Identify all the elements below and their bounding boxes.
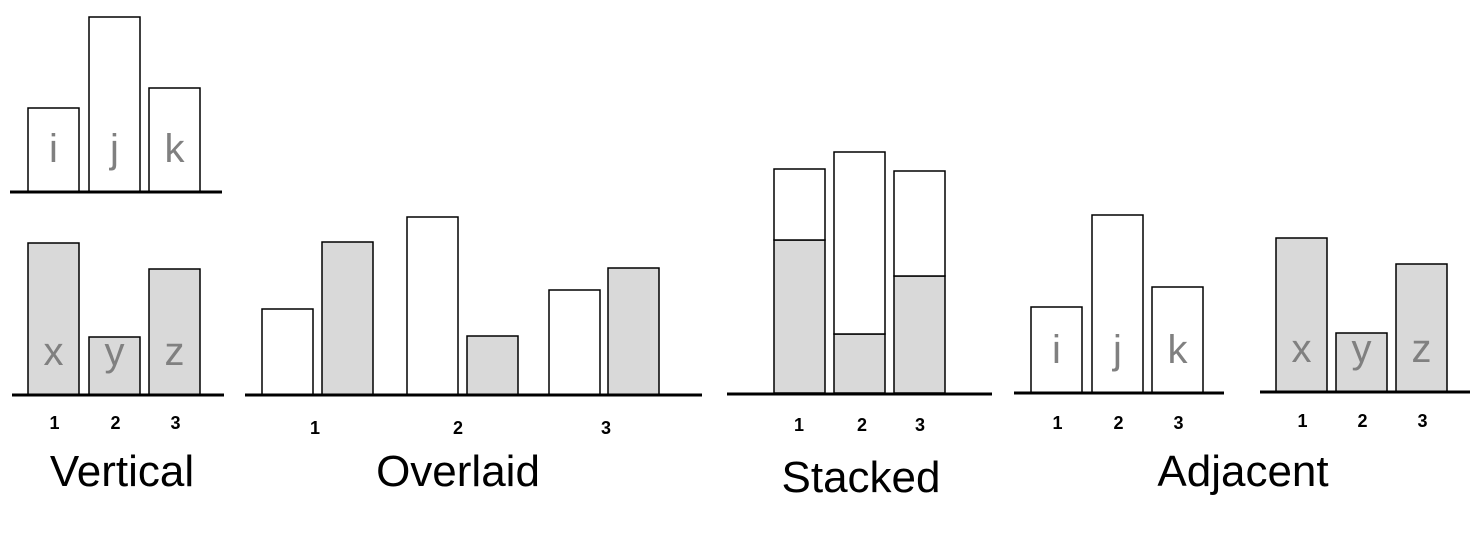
bar (1030, 306, 1083, 394)
bar (773, 168, 826, 241)
x-tick-label: 2 (110, 413, 120, 433)
bar (607, 267, 660, 396)
panel-title: Vertical (50, 447, 194, 496)
x-tick-label: 3 (1417, 411, 1427, 431)
bar (1335, 332, 1388, 393)
panel-title: Adjacent (1157, 447, 1328, 496)
bar (893, 170, 946, 277)
bar-letter: z (165, 330, 185, 374)
bar-letter: i (49, 127, 58, 171)
bar (1151, 286, 1204, 394)
x-tick-label: 3 (1173, 413, 1183, 433)
bar-letter: j (109, 127, 119, 171)
bar (466, 335, 519, 396)
x-tick-label: 3 (601, 418, 611, 438)
bar-letter: x (44, 330, 64, 374)
bar (321, 241, 374, 396)
x-tick-label: 1 (1052, 413, 1062, 433)
x-tick-label: 1 (310, 418, 320, 438)
x-tick-label: 2 (1113, 413, 1123, 433)
x-tick-label: 3 (170, 413, 180, 433)
bar (406, 216, 459, 396)
x-tick-label: 2 (1357, 411, 1367, 431)
bar (88, 16, 141, 193)
bar (27, 107, 80, 193)
bar (88, 336, 141, 396)
x-tick-label: 1 (49, 413, 59, 433)
bar-letter: y (1352, 327, 1372, 371)
x-tick-label: 1 (1297, 411, 1307, 431)
x-tick-label: 3 (915, 415, 925, 435)
bar-letter: z (1412, 327, 1432, 371)
bar-letter: k (1168, 328, 1189, 372)
bar (27, 242, 80, 396)
x-tick-label: 1 (794, 415, 804, 435)
bar (1395, 263, 1448, 393)
x-tick-label: 2 (857, 415, 867, 435)
bar-letter: i (1052, 328, 1061, 372)
bar (1091, 214, 1144, 394)
bar-letter: k (165, 127, 186, 171)
bar-letter: j (1112, 328, 1122, 372)
bar (148, 268, 201, 396)
bar (1275, 237, 1328, 393)
bar (893, 275, 946, 394)
bar (773, 239, 826, 394)
bar (261, 308, 314, 396)
panel-title: Overlaid (376, 447, 540, 496)
bar-letter: x (1292, 327, 1312, 371)
panel-title: Stacked (782, 453, 941, 502)
bar (833, 151, 886, 335)
bar-letter: y (105, 330, 125, 374)
bar (833, 333, 886, 394)
x-tick-label: 2 (453, 418, 463, 438)
bar (548, 289, 601, 396)
